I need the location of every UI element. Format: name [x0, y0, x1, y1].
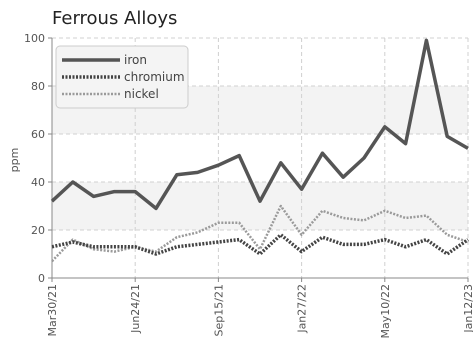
series-line-nickel: [51, 204, 469, 263]
x-tick-label: Mar30/21: [46, 284, 59, 336]
y-tick-label: 20: [31, 224, 45, 237]
legend-label-nickel: nickel: [124, 87, 159, 101]
y-tick-label: 60: [31, 128, 45, 141]
legend-label-iron: iron: [124, 53, 147, 67]
y-tick-label: 100: [24, 32, 45, 45]
x-tick-label: Jan27/22: [296, 284, 309, 334]
x-tick-label: Sep15/21: [212, 284, 225, 336]
series-lines: [50, 38, 469, 263]
series-line-chromium: [51, 233, 469, 256]
y-tick-label: 40: [31, 176, 45, 189]
series-line-iron: [50, 38, 469, 211]
y-axis-label: ppm: [8, 148, 21, 173]
y-tick-labels: 0 20 40 60 80 100: [24, 32, 52, 285]
y-tick-label: 80: [31, 80, 45, 93]
x-tick-label: Jan12/23: [462, 284, 473, 334]
chart-title: Ferrous Alloys: [52, 8, 177, 29]
x-tick-label: Jun24/21: [129, 284, 142, 334]
y-tick-label: 0: [38, 272, 45, 285]
x-tick-labels: Mar30/21 Jun24/21 Sep15/21 Jan27/22 May10/22…: [46, 278, 473, 338]
legend: iron chromium nickel: [55, 45, 189, 109]
grid-band: [52, 182, 468, 230]
axes: [51, 38, 468, 279]
x-tick-label: May10/22: [379, 284, 392, 338]
legend-label-chromium: chromium: [124, 70, 185, 84]
